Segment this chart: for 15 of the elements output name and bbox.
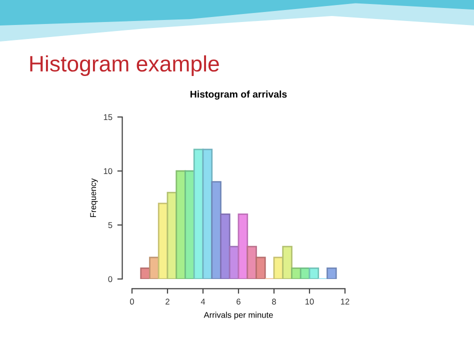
x-axis-title: Arrivals per minute xyxy=(204,312,273,320)
y-axis-title: Frequency xyxy=(90,178,98,217)
x-tick-label: 10 xyxy=(306,298,314,305)
x-tick-label: 2 xyxy=(166,298,170,304)
y-tick-label: 5 xyxy=(108,222,112,228)
chart-subtitle: Histogram of arrivals xyxy=(190,90,287,100)
x-tick-label: 0 xyxy=(130,298,134,305)
x-tick-label: 8 xyxy=(272,298,276,305)
y-tick-label: 15 xyxy=(104,114,112,120)
x-tick-label: 4 xyxy=(200,298,206,304)
chart-title: Histogram example xyxy=(30,55,219,76)
x-tick-label: 6 xyxy=(236,298,240,305)
x-tick-label: 12 xyxy=(341,298,350,304)
y-tick-label: 0 xyxy=(108,276,112,282)
y-tick-label: 10 xyxy=(104,168,112,174)
